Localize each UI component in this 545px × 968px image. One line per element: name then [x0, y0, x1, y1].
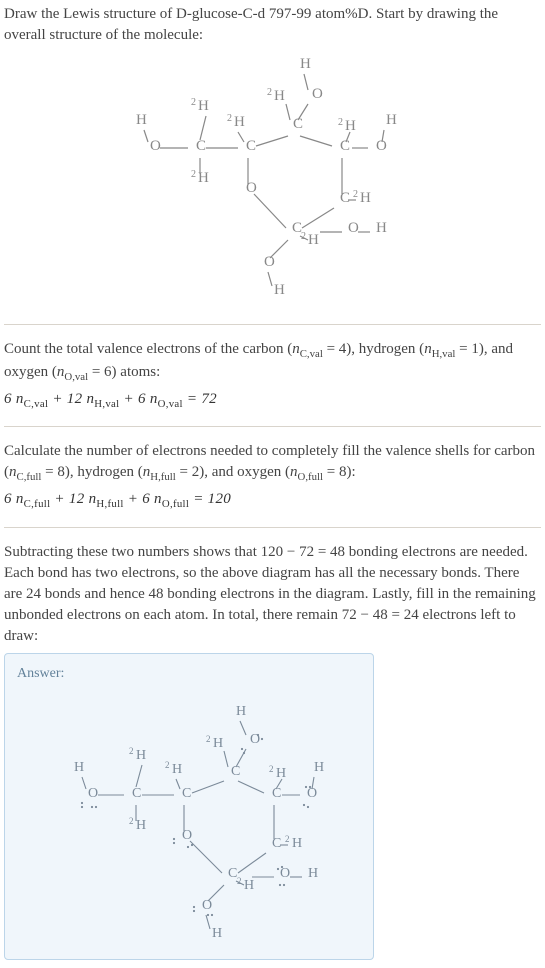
svg-text:2: 2	[191, 97, 196, 108]
svg-text:2: 2	[237, 876, 242, 886]
svg-text:H: H	[274, 88, 285, 104]
svg-text:2: 2	[129, 746, 134, 756]
svg-text:C: C	[196, 138, 206, 154]
svg-text:O: O	[307, 786, 317, 801]
svg-text:2: 2	[227, 113, 232, 124]
svg-text:O: O	[312, 86, 323, 102]
svg-text:H: H	[234, 114, 245, 130]
intro-text: Draw the Lewis structure of D-glucose-C-…	[4, 4, 541, 46]
svg-text:O: O	[182, 828, 192, 843]
svg-text:H: H	[136, 748, 146, 763]
svg-text:2: 2	[353, 189, 358, 200]
svg-text:H: H	[212, 926, 222, 941]
svg-text:C: C	[272, 836, 281, 851]
svg-text:H: H	[345, 118, 356, 134]
svg-text:C: C	[272, 786, 281, 801]
svg-text:H: H	[308, 866, 318, 881]
equation-2: 6 nC,full + 12 nH,full + 6 nO,full = 120	[4, 489, 541, 512]
svg-text:C: C	[182, 786, 191, 801]
svg-text:2: 2	[206, 734, 211, 744]
svg-text:2: 2	[285, 834, 290, 844]
svg-text:H: H	[308, 232, 319, 248]
structure-diagram-2: HO2HC2HH2H2HHOCCCO2HOC2HC2HOHOH	[17, 685, 361, 955]
svg-text:2: 2	[269, 764, 274, 774]
svg-text:C: C	[132, 786, 141, 801]
equation-1: 6 nC,val + 12 nH,val + 6 nO,val = 72	[4, 389, 541, 412]
svg-text:C: C	[340, 190, 350, 206]
structure-diagram-1: HO2HC2HH2H2HHOCCCO2HOC2HC2HOHOH	[4, 50, 541, 310]
svg-text:H: H	[74, 760, 84, 775]
svg-text:2: 2	[191, 169, 196, 180]
svg-text:H: H	[236, 704, 246, 719]
svg-text:H: H	[244, 878, 254, 893]
svg-text:H: H	[136, 112, 147, 128]
svg-text:O: O	[202, 898, 212, 913]
svg-text:C: C	[293, 116, 303, 132]
svg-text:H: H	[274, 282, 285, 298]
svg-text:H: H	[292, 836, 302, 851]
svg-text:C: C	[340, 138, 350, 154]
svg-text:H: H	[360, 190, 371, 206]
svg-text:C: C	[246, 138, 256, 154]
svg-text:H: H	[276, 766, 286, 781]
svg-text:O: O	[246, 180, 257, 196]
svg-text:H: H	[198, 98, 209, 114]
svg-text:2: 2	[338, 117, 343, 128]
svg-text:O: O	[88, 786, 98, 801]
svg-text:H: H	[198, 170, 209, 186]
divider-1	[4, 324, 541, 325]
svg-text:O: O	[280, 866, 290, 881]
svg-text:H: H	[213, 736, 223, 751]
divider-2	[4, 426, 541, 427]
count-valence-text: Count the total valence electrons of the…	[4, 339, 541, 385]
svg-text:2: 2	[129, 816, 134, 826]
svg-text:O: O	[150, 138, 161, 154]
svg-text:H: H	[314, 760, 324, 775]
svg-text:O: O	[348, 220, 359, 236]
svg-text:H: H	[376, 220, 387, 236]
answer-label: Answer:	[17, 664, 361, 684]
subtract-text: Subtracting these two numbers shows that…	[4, 542, 541, 647]
svg-text:C: C	[231, 764, 240, 779]
svg-text:2: 2	[165, 760, 170, 770]
svg-text:H: H	[386, 112, 397, 128]
divider-3	[4, 527, 541, 528]
svg-text:H: H	[172, 762, 182, 777]
svg-text:2: 2	[301, 231, 306, 242]
answer-box: Answer: HO2HC2HH2H2HHOCCCO2HOC2HC2HOHOH	[4, 653, 374, 961]
svg-text:2: 2	[267, 87, 272, 98]
svg-text:O: O	[264, 254, 275, 270]
svg-text:H: H	[136, 818, 146, 833]
fill-shell-text: Calculate the number of electrons needed…	[4, 441, 541, 485]
svg-text:H: H	[300, 56, 311, 72]
svg-text:C: C	[228, 866, 237, 881]
svg-text:O: O	[376, 138, 387, 154]
